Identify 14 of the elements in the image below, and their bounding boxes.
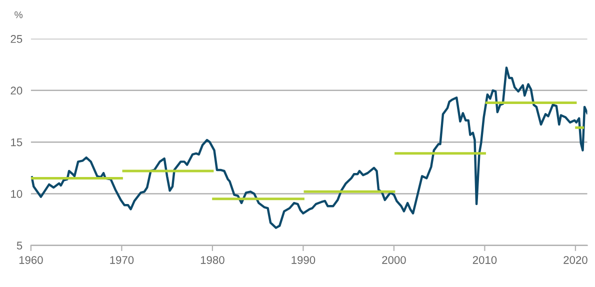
x-tick-label: 2020 bbox=[564, 256, 588, 264]
line-series bbox=[30, 66, 588, 229]
x-tick-label: 1980 bbox=[200, 256, 224, 264]
y-axis-title: % bbox=[14, 11, 23, 18]
x-tick-label: 2000 bbox=[382, 256, 406, 264]
y-tick-label: 10 bbox=[11, 190, 22, 198]
y-tick-label: 5 bbox=[16, 242, 22, 250]
y-tick-label: 20 bbox=[10, 86, 22, 95]
y-tick-label: 25 bbox=[10, 35, 22, 43]
x-tick-label: 1990 bbox=[292, 256, 316, 264]
x-tick-label: 1970 bbox=[110, 256, 134, 264]
y-tick-label: 15 bbox=[11, 138, 22, 146]
x-tick-label: 2010 bbox=[472, 256, 497, 264]
x-tick-label: 1960 bbox=[19, 256, 43, 264]
